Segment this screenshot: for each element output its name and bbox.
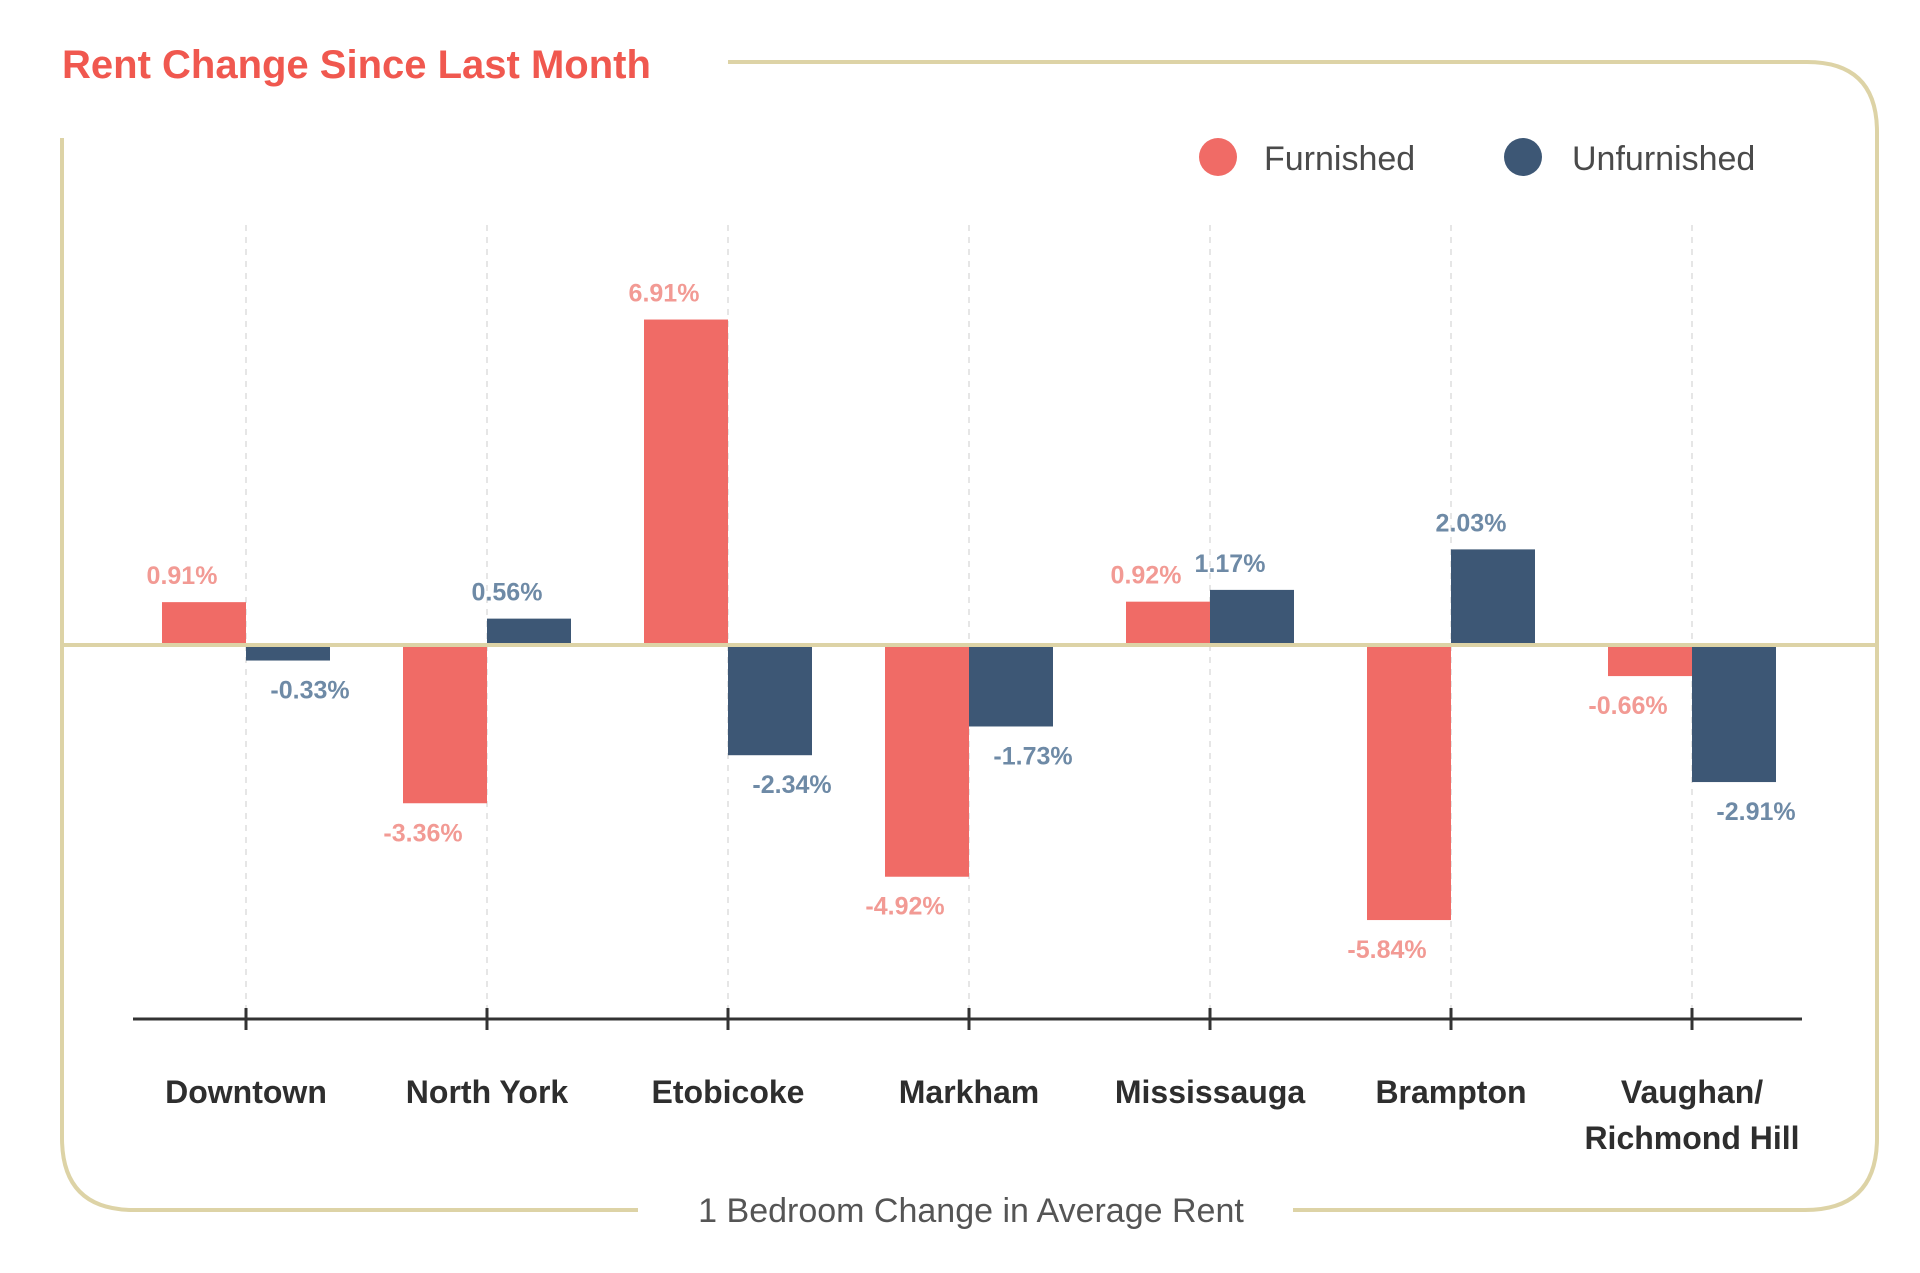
bar-furnished (1126, 601, 1210, 645)
value-label-furnished: -0.66% (1588, 692, 1667, 720)
bar-unfurnished (728, 645, 812, 756)
value-label-unfurnished: -0.33% (270, 677, 349, 705)
bar-furnished (1367, 645, 1451, 921)
category-label: Vaughan/Richmond Hill (1584, 1074, 1799, 1156)
chart-frame (60, 60, 1879, 1212)
bar-furnished (1608, 645, 1692, 677)
category-label: Etobicoke (652, 1074, 805, 1110)
legend-label-unfurnished: Unfurnished (1572, 140, 1755, 178)
value-label-unfurnished: 1.17% (1195, 550, 1266, 578)
value-label-unfurnished: -1.73% (993, 742, 1072, 770)
legend-dot-unfurnished (1504, 138, 1542, 176)
category-label: Brampton (1375, 1074, 1526, 1110)
value-label-unfurnished: 0.56% (472, 579, 543, 607)
category-label: North York (406, 1074, 569, 1110)
legend: Furnished Unfurnished (1199, 138, 1755, 178)
legend-dot-furnished (1199, 138, 1237, 176)
category-label: Mississauga (1115, 1074, 1306, 1110)
value-label-unfurnished: 2.03% (1436, 509, 1507, 537)
bar-unfurnished (246, 645, 330, 661)
value-label-unfurnished: -2.91% (1716, 798, 1795, 826)
value-label-furnished: -4.92% (865, 893, 944, 921)
value-labels: 0.91% -0.33% -3.36% 0.56% 6.91% -2.34% -4.92% -… (147, 280, 1796, 965)
bar-furnished (162, 602, 246, 645)
category-labels: Downtown North York Etobicoke Markham Missis… (165, 1074, 1799, 1156)
bar-unfurnished (1451, 549, 1535, 645)
bar-unfurnished (487, 618, 571, 645)
bar-furnished (403, 645, 487, 804)
legend-label-furnished: Furnished (1264, 140, 1415, 178)
bar-furnished (885, 645, 969, 877)
value-label-furnished: 6.91% (629, 280, 700, 308)
category-label: Downtown (165, 1074, 327, 1110)
x-axis-ticks (244, 1008, 1694, 1030)
bar-unfurnished (1692, 645, 1776, 783)
bar-furnished (644, 319, 728, 645)
x-axis-label: 1 Bedroom Change in Average Rent (698, 1192, 1244, 1230)
value-label-furnished: -5.84% (1347, 936, 1426, 964)
value-label-furnished: 0.91% (147, 562, 218, 590)
value-label-furnished: -3.36% (383, 819, 462, 847)
bar-unfurnished (1210, 589, 1294, 645)
value-label-furnished: 0.92% (1111, 562, 1182, 590)
value-label-unfurnished: -2.34% (752, 771, 831, 799)
bars (162, 319, 1776, 921)
chart-title: Rent Change Since Last Month (62, 43, 651, 87)
bar-unfurnished (969, 645, 1053, 727)
category-label: Markham (899, 1074, 1040, 1110)
